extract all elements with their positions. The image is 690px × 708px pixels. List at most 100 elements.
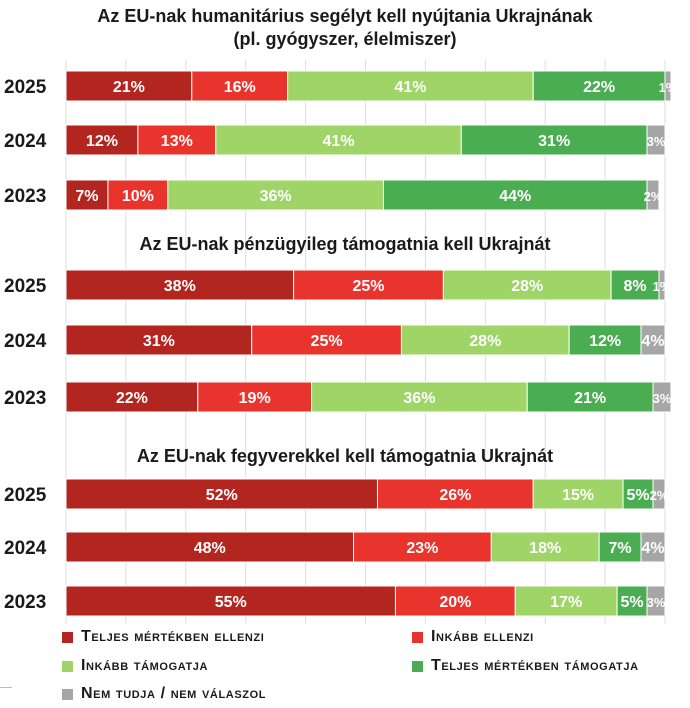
bar-segment-ellenzi_inkabb xyxy=(394,585,516,617)
panel-title: Az EU-nak humanitárius segélyt kell nyúj… xyxy=(97,6,593,26)
data-label: 12% xyxy=(86,133,118,150)
data-label: 26% xyxy=(439,487,471,504)
data-label: 18% xyxy=(529,540,561,557)
data-label: 28% xyxy=(469,333,501,350)
data-label: 4% xyxy=(641,540,664,557)
chart-svg: Az EU-nak humanitárius segélyt kell nyúj… xyxy=(4,6,678,624)
data-label: 22% xyxy=(116,390,148,407)
data-label: 15% xyxy=(562,487,594,504)
bar-segment-tamogatja_teljes xyxy=(622,478,654,510)
data-label: 3% xyxy=(647,134,666,149)
data-label: 20% xyxy=(439,594,471,611)
bar-segment-nem_tudja xyxy=(658,269,666,301)
legend-swatch xyxy=(412,631,423,643)
legend-item-ellenzi-teljes: Teljes mértékben ellenzi xyxy=(62,628,264,646)
bar-segment-ellenzi_teljes xyxy=(65,269,295,301)
bar-segment-ellenzi_inkabb xyxy=(353,531,492,563)
bar-segment-ellenzi_teljes xyxy=(65,70,193,102)
data-label: 2% xyxy=(644,189,663,204)
data-label: 31% xyxy=(143,333,175,350)
bar-segment-tamogatja_teljes xyxy=(568,324,642,356)
data-label: 41% xyxy=(394,79,426,96)
data-label: 1% xyxy=(653,279,672,294)
legend-label: Inkább ellenzi xyxy=(431,628,534,645)
bar-segment-tamogatja_teljes xyxy=(460,124,648,156)
data-label: 36% xyxy=(403,390,435,407)
axis-mark xyxy=(0,687,12,688)
bar-segment-ellenzi_inkabb xyxy=(197,381,313,413)
year-label: 2025 xyxy=(4,77,47,98)
legend-item-nem-tudja: Nem tudja / nem válaszol xyxy=(62,685,266,703)
legend-label: Inkább támogatja xyxy=(81,657,209,674)
legend-label: Nem tudja / nem válaszol xyxy=(81,685,267,702)
bar-segment-ellenzi_teljes xyxy=(65,585,396,617)
data-label: 21% xyxy=(113,79,145,96)
data-label: 25% xyxy=(352,278,384,295)
legend: Teljes mértékben ellenzi Inkább ellenzi … xyxy=(62,624,690,708)
year-label: 2024 xyxy=(4,538,47,559)
year-label: 2023 xyxy=(4,186,46,207)
bar-segment-nem_tudja xyxy=(664,70,672,102)
data-label: 5% xyxy=(620,594,643,611)
data-label: 5% xyxy=(626,487,649,504)
data-label: 41% xyxy=(323,133,355,150)
bar-segment-nem_tudja xyxy=(640,324,666,356)
legend-swatch xyxy=(62,631,73,643)
data-label: 4% xyxy=(641,333,664,350)
bar-segment-tamogatja_teljes xyxy=(532,70,666,102)
bar-segment-ellenzi_inkabb xyxy=(376,478,534,510)
data-label: 52% xyxy=(206,487,238,504)
data-label: 17% xyxy=(550,594,582,611)
panel-title: (pl. gyógyszer, élelmiszer) xyxy=(233,29,456,49)
bar-segment-nem_tudja xyxy=(640,531,666,563)
bar-segment-tamogatja_inkabb xyxy=(490,531,600,563)
bar-segment-nem_tudja xyxy=(646,179,660,211)
data-label: 8% xyxy=(623,278,646,295)
data-label: 3% xyxy=(647,595,666,610)
data-label: 16% xyxy=(224,79,256,96)
bar-segment-tamogatja_inkabb xyxy=(167,179,384,211)
data-label: 2% xyxy=(650,488,669,503)
bar-segment-tamogatja_teljes xyxy=(382,179,648,211)
bar-segment-tamogatja_inkabb xyxy=(311,381,528,413)
legend-label: Teljes mértékben ellenzi xyxy=(81,628,265,645)
bar-segment-tamogatja_inkabb xyxy=(442,269,612,301)
year-label: 2025 xyxy=(4,485,47,506)
bar-segment-tamogatja_inkabb xyxy=(532,478,624,510)
legend-swatch xyxy=(62,660,73,672)
data-label: 1% xyxy=(659,80,678,95)
data-label: 28% xyxy=(511,278,543,295)
data-label: 55% xyxy=(215,594,247,611)
data-label: 21% xyxy=(574,390,606,407)
year-label: 2023 xyxy=(4,388,46,409)
data-label: 22% xyxy=(583,79,615,96)
year-label: 2024 xyxy=(4,131,47,152)
bar-segment-ellenzi_inkabb xyxy=(293,269,444,301)
data-label: 3% xyxy=(653,391,672,406)
data-label: 44% xyxy=(499,188,531,205)
bar-segment-nem_tudja xyxy=(652,381,672,413)
data-label: 31% xyxy=(538,133,570,150)
data-label: 7% xyxy=(609,540,632,557)
data-label: 19% xyxy=(239,390,271,407)
panel-title: Az EU-nak fegyverekkel kell támogatnia U… xyxy=(137,446,553,466)
data-label: 25% xyxy=(311,333,343,350)
bar-segment-ellenzi_teljes xyxy=(65,179,109,211)
bar-segment-ellenzi_teljes xyxy=(65,531,355,563)
data-label: 23% xyxy=(406,540,438,557)
data-label: 12% xyxy=(589,333,621,350)
bar-segment-tamogatja_teljes xyxy=(610,269,660,301)
data-label: 13% xyxy=(161,133,193,150)
legend-swatch xyxy=(62,688,73,700)
legend-item-tamogatja-inkabb: Inkább támogatja xyxy=(62,657,208,675)
year-label: 2023 xyxy=(4,592,46,613)
data-label: 48% xyxy=(194,540,226,557)
bar-segment-ellenzi_inkabb xyxy=(251,324,402,356)
data-label: 38% xyxy=(164,278,196,295)
bar-segment-ellenzi_teljes xyxy=(65,381,199,413)
year-label: 2025 xyxy=(4,276,47,297)
data-label: 36% xyxy=(260,188,292,205)
bar-segment-tamogatja_teljes xyxy=(616,585,648,617)
legend-item-tamogatja-teljes: Teljes mértékben támogatja xyxy=(412,657,639,675)
